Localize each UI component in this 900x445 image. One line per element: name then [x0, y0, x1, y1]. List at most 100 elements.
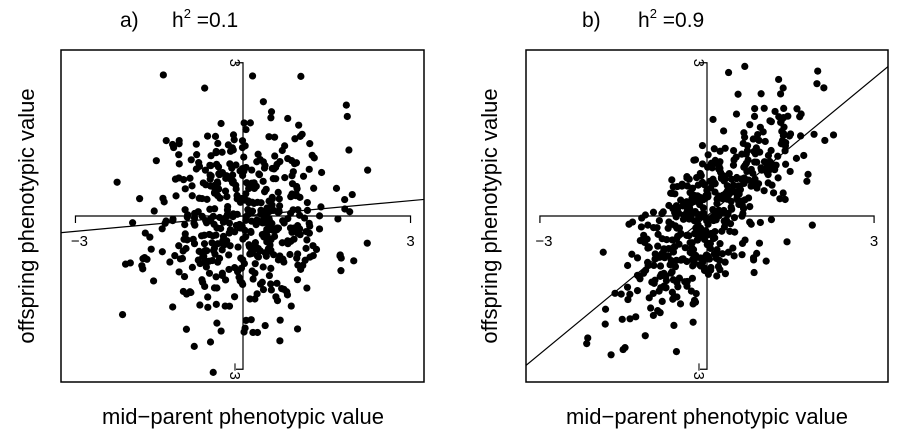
- data-point: [284, 114, 292, 123]
- data-point: [213, 319, 221, 327]
- data-point: [295, 121, 303, 129]
- data-point: [727, 203, 735, 211]
- data-point: [258, 278, 266, 286]
- data-point: [336, 251, 344, 259]
- data-point: [208, 256, 216, 265]
- data-point: [669, 276, 677, 284]
- data-point: [729, 146, 738, 155]
- regression-line: [526, 66, 888, 366]
- data-point: [257, 206, 265, 214]
- data-point: [626, 315, 634, 323]
- data-point: [221, 187, 230, 195]
- data-point: [288, 180, 297, 188]
- data-point: [218, 271, 226, 280]
- data-point: [214, 163, 223, 171]
- data-point: [209, 368, 217, 376]
- data-point: [792, 154, 801, 162]
- data-point: [782, 160, 790, 168]
- data-point: [181, 230, 189, 238]
- data-point: [171, 252, 179, 260]
- data-point: [234, 243, 242, 251]
- data-point: [780, 123, 788, 131]
- data-point: [141, 229, 149, 237]
- data-point: [214, 139, 222, 148]
- plot-frame: [525, 49, 889, 383]
- data-point: [200, 240, 209, 248]
- data-point: [121, 260, 130, 268]
- data-point: [711, 227, 719, 236]
- data-point: [283, 291, 292, 299]
- data-point: [761, 137, 769, 146]
- data-point: [656, 272, 664, 280]
- data-point: [190, 342, 198, 350]
- data-point: [225, 251, 233, 259]
- data-point: [640, 231, 648, 239]
- data-point: [698, 141, 707, 150]
- data-point: [746, 202, 754, 211]
- data-point: [268, 193, 276, 202]
- data-point: [659, 208, 667, 216]
- data-point: [793, 105, 801, 113]
- data-point: [720, 177, 728, 185]
- data-point: [729, 161, 738, 169]
- data-point: [195, 159, 203, 167]
- data-point: [750, 147, 758, 156]
- data-point: [783, 238, 791, 246]
- data-point: [718, 208, 726, 217]
- data-point: [199, 179, 207, 187]
- data-point: [162, 136, 170, 145]
- data-point: [270, 232, 279, 241]
- data-point: [218, 246, 226, 254]
- data-point: [225, 219, 234, 227]
- data-point: [248, 166, 256, 174]
- data-point: [713, 272, 721, 280]
- data-point: [225, 265, 233, 274]
- data-point: [193, 151, 201, 159]
- data-point: [724, 68, 733, 77]
- data-point: [294, 229, 302, 237]
- panel-a: a) h2 =0.1 offspring phenotypic value mi…: [14, 6, 425, 429]
- data-point: [202, 216, 210, 225]
- data-point: [709, 234, 718, 243]
- data-point: [192, 140, 200, 148]
- data-point: [649, 289, 657, 298]
- data-point: [656, 262, 665, 270]
- data-point: [670, 321, 678, 329]
- data-point: [275, 195, 283, 203]
- data-point: [764, 179, 772, 187]
- data-point: [669, 295, 677, 303]
- data-point: [217, 327, 225, 335]
- data-point: [687, 200, 695, 208]
- data-point: [650, 261, 658, 269]
- data-point: [247, 227, 255, 236]
- data-point: [775, 75, 783, 84]
- data-point: [707, 263, 715, 272]
- data-point: [171, 175, 180, 183]
- data-point: [236, 198, 245, 206]
- data-point: [671, 190, 679, 198]
- data-point: [305, 219, 313, 227]
- data-point: [150, 207, 158, 215]
- data-point: [289, 168, 297, 176]
- data-point: [709, 205, 717, 214]
- data-point: [669, 183, 677, 191]
- data-point: [280, 219, 288, 227]
- data-point: [306, 140, 314, 148]
- data-point: [820, 84, 828, 92]
- data-point: [273, 224, 282, 232]
- data-point: [782, 139, 790, 147]
- data-point: [199, 252, 207, 261]
- data-point: [243, 179, 251, 187]
- data-point: [706, 244, 715, 253]
- data-point: [697, 172, 705, 180]
- data-point: [294, 222, 302, 230]
- data-point: [710, 145, 718, 153]
- data-point: [267, 286, 275, 294]
- data-point: [756, 123, 764, 131]
- data-point: [760, 158, 769, 166]
- data-point: [696, 261, 704, 269]
- data-point: [332, 184, 341, 192]
- data-point: [635, 273, 643, 281]
- data-point: [810, 130, 818, 138]
- data-point: [261, 321, 269, 330]
